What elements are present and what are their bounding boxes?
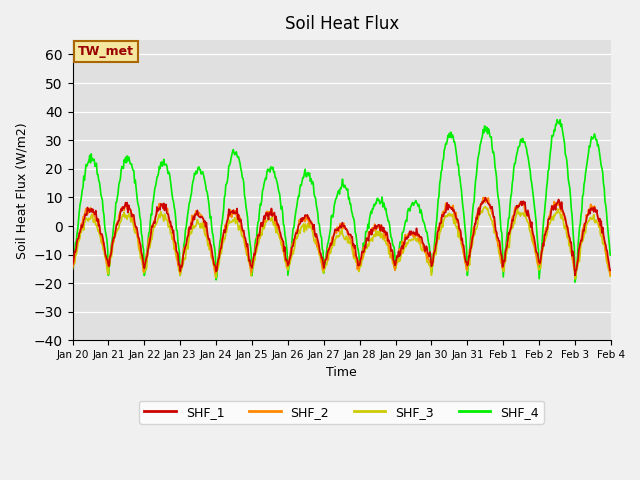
- SHF_4: [188, 183, 196, 189]
- SHF_3: [217, 247, 225, 253]
- SHF_1: [606, 267, 614, 273]
- SHF_2: [68, 263, 76, 268]
- SHF_3: [79, 221, 86, 227]
- SHF_3: [572, 276, 579, 282]
- SHF_2: [606, 272, 614, 277]
- SHF_1: [79, 225, 86, 230]
- SHF_4: [406, 204, 414, 210]
- Title: Soil Heat Flux: Soil Heat Flux: [285, 15, 399, 33]
- Legend: SHF_1, SHF_2, SHF_3, SHF_4: SHF_1, SHF_2, SHF_3, SHF_4: [140, 401, 544, 424]
- SHF_4: [68, 275, 76, 280]
- SHF_3: [406, 238, 414, 244]
- SHF_4: [79, 187, 86, 193]
- SHF_3: [422, 252, 430, 258]
- Line: SHF_1: SHF_1: [72, 198, 610, 276]
- SHF_3: [481, 204, 489, 209]
- SHF_1: [217, 246, 225, 252]
- SHF_3: [68, 266, 76, 272]
- SHF_4: [553, 117, 561, 122]
- SHF_1: [134, 229, 141, 235]
- SHF_1: [422, 243, 430, 249]
- SHF_4: [217, 236, 225, 242]
- SHF_3: [188, 228, 196, 233]
- Line: SHF_3: SHF_3: [72, 206, 610, 279]
- Line: SHF_4: SHF_4: [72, 120, 610, 282]
- Line: SHF_2: SHF_2: [72, 198, 610, 275]
- SHF_2: [134, 235, 141, 240]
- SHF_2: [79, 223, 86, 228]
- SHF_1: [406, 232, 414, 238]
- SHF_3: [606, 274, 614, 279]
- SHF_4: [134, 199, 141, 205]
- SHF_1: [68, 262, 76, 268]
- SHF_2: [188, 213, 196, 218]
- SHF_2: [480, 195, 488, 201]
- SHF_4: [572, 279, 579, 285]
- SHF_1: [481, 195, 489, 201]
- Y-axis label: Soil Heat Flux (W/m2): Soil Heat Flux (W/m2): [15, 122, 28, 259]
- SHF_4: [606, 252, 614, 258]
- SHF_2: [422, 249, 430, 255]
- SHF_1: [188, 222, 196, 228]
- Text: TW_met: TW_met: [78, 45, 134, 58]
- X-axis label: Time: Time: [326, 366, 357, 379]
- SHF_3: [134, 235, 141, 240]
- SHF_1: [572, 273, 579, 278]
- SHF_4: [422, 229, 430, 235]
- SHF_2: [406, 231, 414, 237]
- SHF_2: [217, 246, 225, 252]
